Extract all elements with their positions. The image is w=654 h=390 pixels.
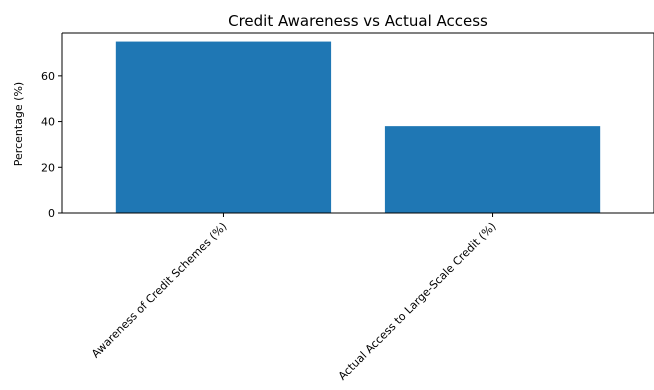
x-ticks-group: Awareness of Credit Schemes (%) Actual Ac… xyxy=(89,213,499,383)
y-tick-label-0: 0 xyxy=(48,207,55,220)
bars-group xyxy=(115,41,601,214)
y-tick-label-20: 20 xyxy=(41,161,55,174)
x-tick-label-1: Awareness of Credit Schemes (%) xyxy=(89,220,230,361)
y-axis-label: Percentage (%) xyxy=(12,82,25,166)
x-tick-label-2: Actual Access to Large-Scale Credit (%) xyxy=(336,220,499,383)
y-tick-label-60: 60 xyxy=(41,70,55,83)
y-ticks-group: 0 20 40 60 xyxy=(41,70,62,220)
plot-spines xyxy=(61,32,654,214)
y-tick-label-40: 40 xyxy=(41,116,55,129)
bar-1 xyxy=(115,41,332,214)
chart-title: Credit Awareness vs Actual Access xyxy=(228,12,488,30)
bar-2 xyxy=(384,126,601,213)
